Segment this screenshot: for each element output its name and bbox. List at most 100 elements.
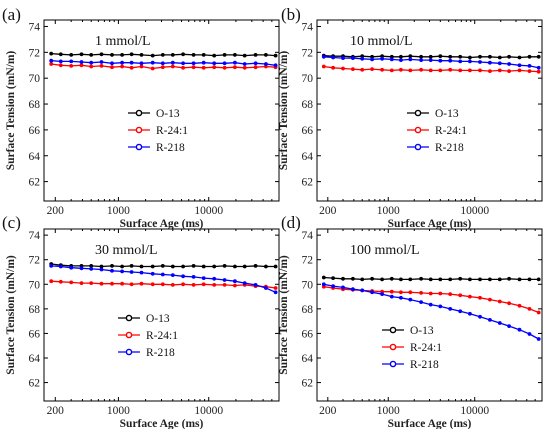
data-point-o-13 [201, 264, 206, 269]
data-point-r-24-1 [360, 67, 365, 72]
legend-label-o-13: O-13 [146, 313, 170, 325]
y-tick-label: 64 [302, 151, 314, 163]
data-point-r-218 [79, 266, 84, 271]
y-tick-label: 72 [302, 255, 314, 267]
data-point-o-13 [170, 264, 175, 269]
data-point-r-218 [428, 58, 433, 62]
data-point-o-13 [399, 54, 403, 59]
data-point-r-24-1 [233, 65, 237, 70]
data-point-r-24-1 [399, 290, 403, 295]
legend-label-r-24-1: R-24:1 [146, 330, 178, 342]
data-point-r-24-1 [497, 299, 502, 304]
data-point-o-13 [419, 276, 423, 281]
y-axis-title: Surface Tension (mN/m) [278, 255, 290, 375]
y-tick-label: 62 [29, 378, 41, 390]
data-point-r-24-1 [380, 67, 384, 72]
data-point-o-13 [181, 52, 186, 57]
data-point-o-13 [488, 54, 492, 59]
data-point-r-24-1 [212, 283, 217, 287]
legend-label-r-24-1: R-24:1 [156, 125, 188, 137]
data-point-r-218 [478, 314, 482, 319]
data-point-o-13 [380, 277, 384, 282]
data-point-o-13 [321, 275, 326, 280]
data-point-r-24-1 [170, 64, 175, 69]
data-point-r-218 [527, 332, 532, 336]
concentration-annotation: 100 mmol/L [350, 243, 420, 258]
y-tick-label: 62 [302, 177, 314, 189]
data-point-o-13 [478, 277, 482, 282]
x-tick-label: 10000 [194, 205, 223, 217]
data-point-r-218 [253, 61, 258, 66]
data-point-o-13 [389, 54, 394, 59]
data-point-o-13 [380, 54, 384, 59]
data-point-r-218 [222, 61, 227, 66]
data-point-r-218 [69, 265, 74, 270]
data-point-o-13 [536, 277, 541, 282]
data-point-r-218 [139, 270, 144, 275]
data-point-r-218 [341, 56, 345, 60]
data-point-r-218 [331, 284, 335, 288]
data-point-o-13 [497, 277, 502, 282]
data-point-r-24-1 [69, 64, 74, 68]
y-tick-label: 70 [29, 279, 41, 291]
data-point-r-24-1 [160, 282, 165, 287]
data-point-o-13 [517, 277, 522, 282]
data-point-o-13 [448, 277, 453, 282]
legend-marker-r-24-1 [125, 331, 133, 339]
y-tick-label: 66 [29, 328, 41, 340]
data-point-o-13 [110, 264, 114, 268]
panel-label: (b) [281, 5, 301, 24]
data-point-r-218 [89, 60, 94, 65]
data-point-r-24-1 [201, 65, 206, 70]
data-point-o-13 [536, 54, 541, 59]
legend-marker-o-13 [389, 326, 397, 334]
data-point-o-13 [341, 276, 345, 281]
data-point-r-24-1 [488, 69, 492, 73]
data-point-r-24-1 [370, 67, 374, 71]
data-point-r-218 [233, 60, 237, 65]
data-point-r-24-1 [181, 65, 186, 70]
data-point-r-218 [527, 64, 532, 68]
data-point-r-218 [139, 61, 144, 66]
data-point-o-13 [468, 55, 472, 60]
data-point-o-13 [351, 276, 355, 281]
data-point-r-24-1 [170, 283, 175, 287]
data-point-r-218 [331, 55, 335, 60]
data-point-r-24-1 [497, 68, 502, 73]
data-point-r-24-1 [99, 281, 104, 286]
legend-label-r-24-1: R-24:1 [410, 342, 442, 354]
data-point-r-24-1 [536, 310, 541, 315]
data-point-o-13 [233, 264, 237, 269]
data-point-r-24-1 [191, 65, 196, 70]
data-point-o-13 [438, 277, 443, 282]
data-point-o-13 [370, 276, 374, 281]
data-point-r-218 [242, 62, 247, 66]
data-point-r-218 [380, 292, 384, 296]
data-point-r-24-1 [139, 64, 144, 69]
data-point-o-13 [58, 52, 63, 57]
data-point-o-13 [89, 264, 94, 268]
data-point-r-218 [170, 60, 175, 65]
panel-label: (d) [281, 213, 301, 232]
data-point-r-218 [341, 285, 345, 290]
panel-label: (a) [2, 5, 21, 24]
panel-label: (c) [2, 213, 21, 232]
data-point-r-24-1 [428, 68, 433, 73]
legend-marker-r-218 [125, 348, 133, 356]
data-point-r-218 [458, 59, 463, 64]
y-axis-title: Surface Tension (mN/m) [278, 51, 290, 171]
data-point-r-218 [69, 59, 74, 64]
data-point-r-24-1 [58, 63, 63, 68]
x-tick-label: 10000 [194, 405, 223, 417]
data-point-o-13 [264, 53, 268, 57]
y-tick-label: 62 [29, 177, 41, 189]
data-point-r-24-1 [408, 68, 413, 73]
y-tick-label: 68 [29, 304, 41, 316]
x-tick-label: 1000 [377, 405, 400, 417]
data-point-r-24-1 [139, 281, 144, 286]
data-point-r-24-1 [233, 283, 237, 288]
data-point-o-13 [191, 264, 196, 268]
data-point-r-218 [181, 61, 186, 66]
data-point-o-13 [129, 264, 134, 268]
y-tick-label: 66 [302, 328, 314, 340]
